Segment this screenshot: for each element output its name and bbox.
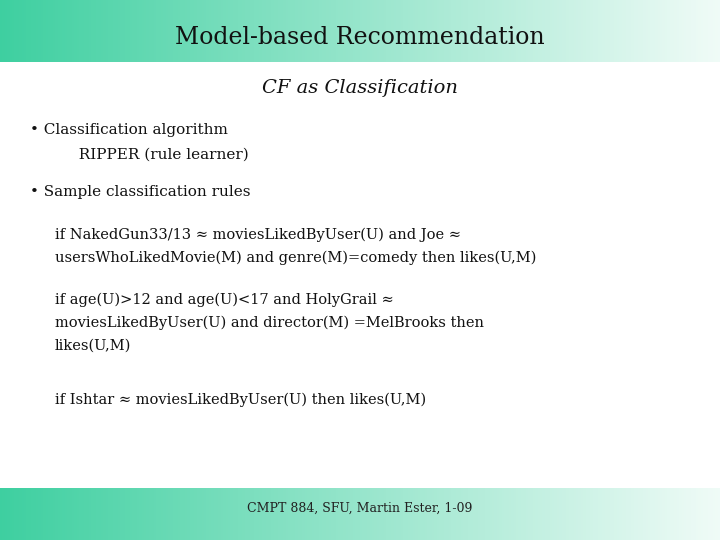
Text: usersWhoLikedMovie(M) and genre(M)=comedy then likes(U,M): usersWhoLikedMovie(M) and genre(M)=comed… bbox=[55, 251, 536, 265]
Text: CMPT 884, SFU, Martin Ester, 1-09: CMPT 884, SFU, Martin Ester, 1-09 bbox=[247, 502, 473, 515]
Text: • Classification algorithm: • Classification algorithm bbox=[30, 123, 228, 137]
Text: likes(U,M): likes(U,M) bbox=[55, 339, 131, 353]
Text: Model-based Recommendation: Model-based Recommendation bbox=[175, 26, 545, 50]
Text: if NakedGun33/13 ≈ moviesLikedByUser(U) and Joe ≈: if NakedGun33/13 ≈ moviesLikedByUser(U) … bbox=[55, 228, 461, 242]
Text: moviesLikedByUser(U) and director(M) =MelBrooks then: moviesLikedByUser(U) and director(M) =Me… bbox=[55, 316, 484, 330]
Text: if age(U)>12 and age(U)<17 and HolyGrail ≈: if age(U)>12 and age(U)<17 and HolyGrail… bbox=[55, 293, 394, 307]
Text: if Ishtar ≈ moviesLikedByUser(U) then likes(U,M): if Ishtar ≈ moviesLikedByUser(U) then li… bbox=[55, 393, 426, 407]
Text: CF as Classification: CF as Classification bbox=[262, 79, 458, 97]
Text: RIPPER (rule learner): RIPPER (rule learner) bbox=[30, 148, 248, 162]
Text: • Sample classification rules: • Sample classification rules bbox=[30, 185, 251, 199]
